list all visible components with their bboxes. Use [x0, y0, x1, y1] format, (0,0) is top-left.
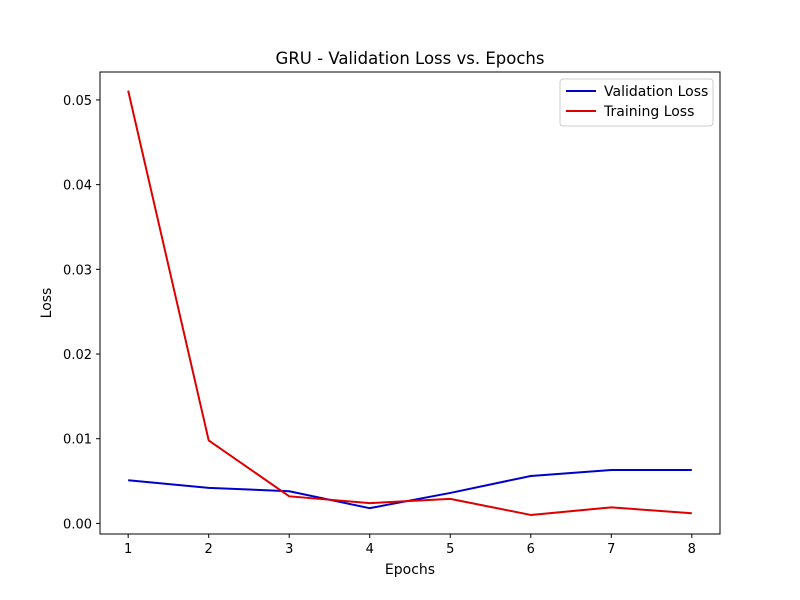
series-line-1 — [127, 90, 692, 516]
legend-entry: Validation Loss — [604, 84, 708, 100]
y-tick-label: 0.00 — [63, 517, 92, 532]
y-tick-label: 0.03 — [63, 263, 92, 278]
y-axis-label: Loss — [39, 288, 55, 319]
y-axis: 0.00 0.01 0.02 0.03 0.04 0.05 — [63, 94, 100, 532]
x-tick-label: 1 — [124, 542, 132, 557]
plot-frame — [99, 71, 721, 535]
x-tick-label: 6 — [527, 542, 535, 557]
x-tick-label: 3 — [285, 542, 293, 557]
y-tick-label: 0.01 — [63, 433, 92, 448]
y-tick-label: 0.05 — [63, 94, 92, 109]
x-tick-label: 5 — [446, 542, 454, 557]
y-tick-label: 0.04 — [63, 179, 92, 194]
chart-title: GRU - Validation Loss vs. Epochs — [276, 49, 545, 68]
legend: Validation Loss Training Loss — [559, 78, 714, 127]
x-tick-label: 8 — [688, 542, 696, 557]
x-axis: 1 2 3 4 5 6 7 8 — [124, 534, 696, 557]
legend-box — [559, 78, 714, 127]
x-axis-label: Epochs — [385, 562, 435, 578]
series-line-0 — [128, 469, 692, 510]
y-tick-label: 0.02 — [63, 348, 92, 363]
x-tick-label: 2 — [205, 542, 213, 557]
series-layer — [127, 90, 692, 516]
legend-entry: Training Loss — [603, 104, 694, 120]
x-tick-label: 4 — [366, 542, 374, 557]
x-tick-label: 7 — [607, 542, 615, 557]
